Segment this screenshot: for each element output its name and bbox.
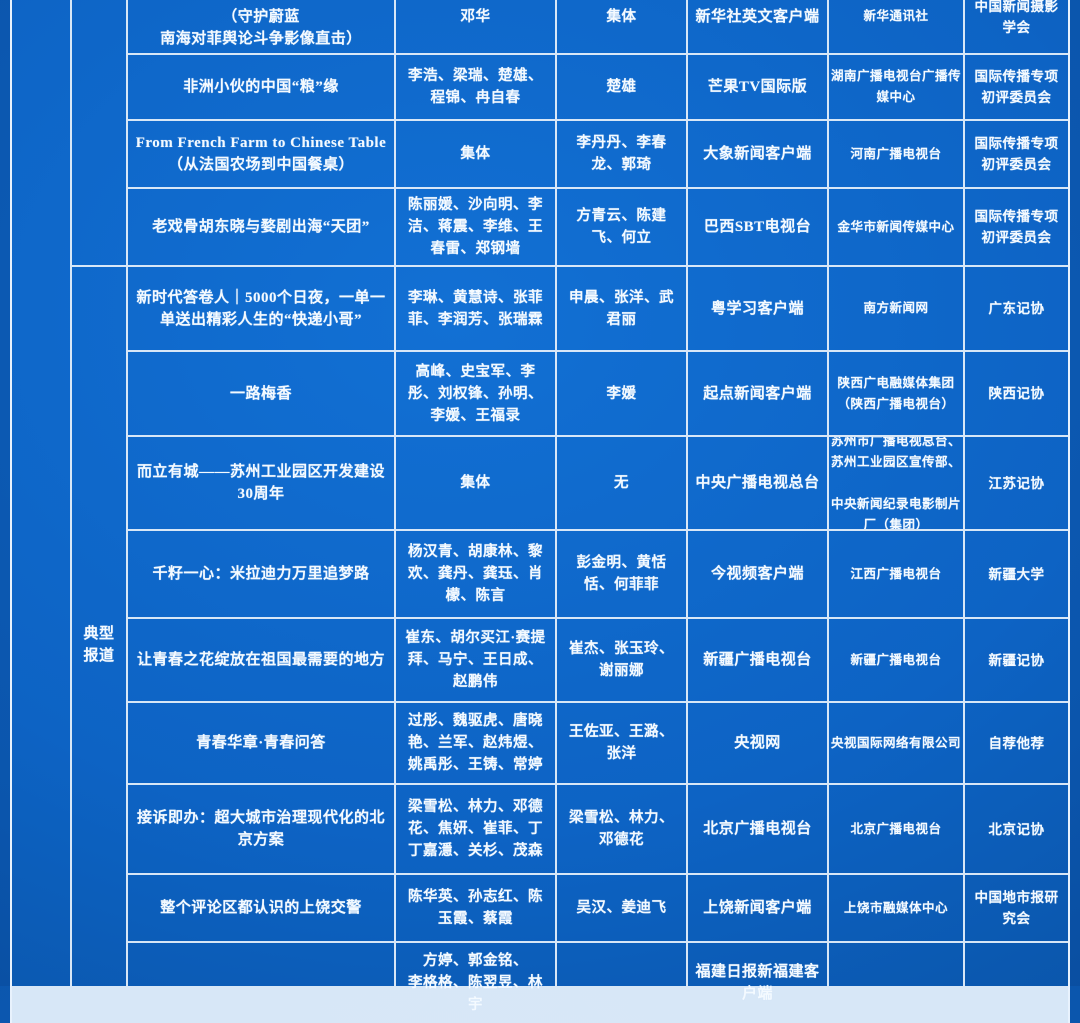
cell-editors: 彭金明、黄恬恬、何菲菲 — [557, 531, 686, 617]
cell-editors: 申晨、张洋、武君丽 — [557, 267, 686, 350]
cell-recommender: 自荐他荐 — [965, 703, 1068, 783]
cell-editors: 无 — [557, 437, 686, 529]
category-cell-typical-report: 典型报道 — [72, 267, 126, 1023]
cell-platform: 新疆广播电视台 — [688, 619, 827, 701]
cell-editors: 吴汉、姜迪飞 — [557, 875, 686, 941]
cell-recommender: 中国新闻摄影学会 — [965, 0, 1068, 53]
cell-organization — [829, 943, 963, 1023]
cell-recommender: 中国地市报研究会 — [965, 875, 1068, 941]
cell-title: 千籽一心：米拉迪力万里追梦路 — [128, 531, 394, 617]
cell-editors: 王佐亚、王潞、张洋 — [557, 703, 686, 783]
cell-title: 整个评论区都认识的上饶交警 — [128, 875, 394, 941]
cell-authors: 梁雪松、林力、邓德花、焦妍、崔菲、丁丁嘉濦、关杉、茂森 — [396, 785, 555, 873]
cell-authors: 过彤、魏驱虎、唐晓艳、兰军、赵炜煜、姚禹彤、王铸、常婷 — [396, 703, 555, 783]
cell-title: 让青春之花绽放在祖国最需要的地方 — [128, 619, 394, 701]
cell-platform: 福建日报新福建客户端 — [688, 943, 827, 1023]
cell-organization: 陕西广电融媒体集团（陕西广播电视台） — [829, 352, 963, 435]
award-entries-table: 典型报道 Sea （守护蔚蓝 南海对菲舆论斗争影像直击） 邓华 集体 新华社英文… — [10, 0, 1070, 1023]
cell-organization: 新疆广播电视台 — [829, 619, 963, 701]
cell-organization: 江西广播电视台 — [829, 531, 963, 617]
cell-organization: 南方新闻网 — [829, 267, 963, 350]
cell-platform: 大象新闻客户端 — [688, 121, 827, 187]
cell-platform: 央视网 — [688, 703, 827, 783]
cell-authors: 陈华英、孙志红、陈玉霞、蔡霞 — [396, 875, 555, 941]
cell-authors: 杨汉青、胡康林、黎欢、龚丹、龚珏、肖檬、陈言 — [396, 531, 555, 617]
cell-title: 老戏骨胡东晓与婺剧出海“天团” — [128, 189, 394, 265]
cell-title: 新时代答卷人｜5000个日夜，一单一单送出精彩人生的“快递小哥” — [128, 267, 394, 350]
cell-recommender: 国际传播专项初评委员会 — [965, 121, 1068, 187]
cell-organization: 央视国际网络有限公司 — [829, 703, 963, 783]
cell-organization: 湖南广播电视台广播传媒中心 — [829, 55, 963, 119]
cell-recommender: 国际传播专项初评委员会 — [965, 55, 1068, 119]
cell-platform: 新华社英文客户端 — [688, 0, 827, 53]
cell-organization: 北京广播电视台 — [829, 785, 963, 873]
cell-recommender: 新疆记协 — [965, 619, 1068, 701]
cell-platform: 巴西SBT电视台 — [688, 189, 827, 265]
cell-authors: 集体 — [396, 437, 555, 529]
cell-organization: 金华市新闻传媒中心 — [829, 189, 963, 265]
cell-title: Sea （守护蔚蓝 南海对菲舆论斗争影像直击） — [128, 0, 394, 53]
cell-authors: 高峰、史宝军、李彤、刘权锋、孙明、李媛、王福录 — [396, 352, 555, 435]
cell-editors: 李丹丹、李春龙、郭琦 — [557, 121, 686, 187]
cell-authors: 李琳、黄慧诗、张菲菲、李润芳、张瑞霖 — [396, 267, 555, 350]
cell-authors: 崔东、胡尔买江·赛提拜、马宁、王日成、赵鹏伟 — [396, 619, 555, 701]
cell-platform: 上饶新闻客户端 — [688, 875, 827, 941]
cell-editors: 梁雪松、林力、邓德花 — [557, 785, 686, 873]
cell-platform: 粤学习客户端 — [688, 267, 827, 350]
cell-title: 接诉即办：超大城市治理现代化的北京方案 — [128, 785, 394, 873]
cell-recommender: 陕西记协 — [965, 352, 1068, 435]
cell-title: 一路梅香 — [128, 352, 394, 435]
cell-organization: 上饶市融媒体中心 — [829, 875, 963, 941]
cell-authors: 李浩、梁瑞、楚雄、程锦、冉自春 — [396, 55, 555, 119]
cell-authors: 集体 — [396, 121, 555, 187]
category-cell-international — [72, 0, 126, 265]
cell-editors: 楚雄 — [557, 55, 686, 119]
cell-title: 非洲小伙的中国“粮”缘 — [128, 55, 394, 119]
cell-recommender: 江苏记协 — [965, 437, 1068, 529]
cell-editors — [557, 943, 686, 1023]
merged-left-category-cell — [12, 0, 70, 1023]
cell-editors: 李媛 — [557, 352, 686, 435]
cell-platform: 起点新闻客户端 — [688, 352, 827, 435]
cell-editors: 方青云、陈建飞、何立 — [557, 189, 686, 265]
cell-platform: 今视频客户端 — [688, 531, 827, 617]
cell-authors: 邓华 — [396, 0, 555, 53]
cell-authors: 陈丽媛、沙向明、李洁、蒋震、李维、王春雷、郑钢墙 — [396, 189, 555, 265]
cell-platform: 北京广播电视台 — [688, 785, 827, 873]
cell-recommender: 广东记协 — [965, 267, 1068, 350]
cell-platform: 中央广播电视总台 — [688, 437, 827, 529]
cell-recommender: 北京记协 — [965, 785, 1068, 873]
cell-title: 而立有城——苏州工业园区开发建设30周年 — [128, 437, 394, 529]
cell-organization: 河南广播电视台 — [829, 121, 963, 187]
cell-title: 青春华章·青春问答 — [128, 703, 394, 783]
cell-platform: 芒果TV国际版 — [688, 55, 827, 119]
cell-title: From French Farm to Chinese Table（从法国农场到… — [128, 121, 394, 187]
cell-recommender: 国际传播专项初评委员会 — [965, 189, 1068, 265]
cell-authors: 方婷、郭金铭、 李格格、陈翌昱、林宇 — [396, 943, 555, 1023]
cell-organization: 新华通讯社 — [829, 0, 963, 53]
cell-editors: 集体 — [557, 0, 686, 53]
cell-recommender — [965, 943, 1068, 1023]
cell-editors: 崔杰、张玉玲、谢丽娜 — [557, 619, 686, 701]
cell-recommender: 新疆大学 — [965, 531, 1068, 617]
cell-title — [128, 943, 394, 1023]
cell-organization: 苏州市广播电视总台、苏州工业园区宣传部、 中央新闻纪录电影制片厂（集团） — [829, 437, 963, 529]
